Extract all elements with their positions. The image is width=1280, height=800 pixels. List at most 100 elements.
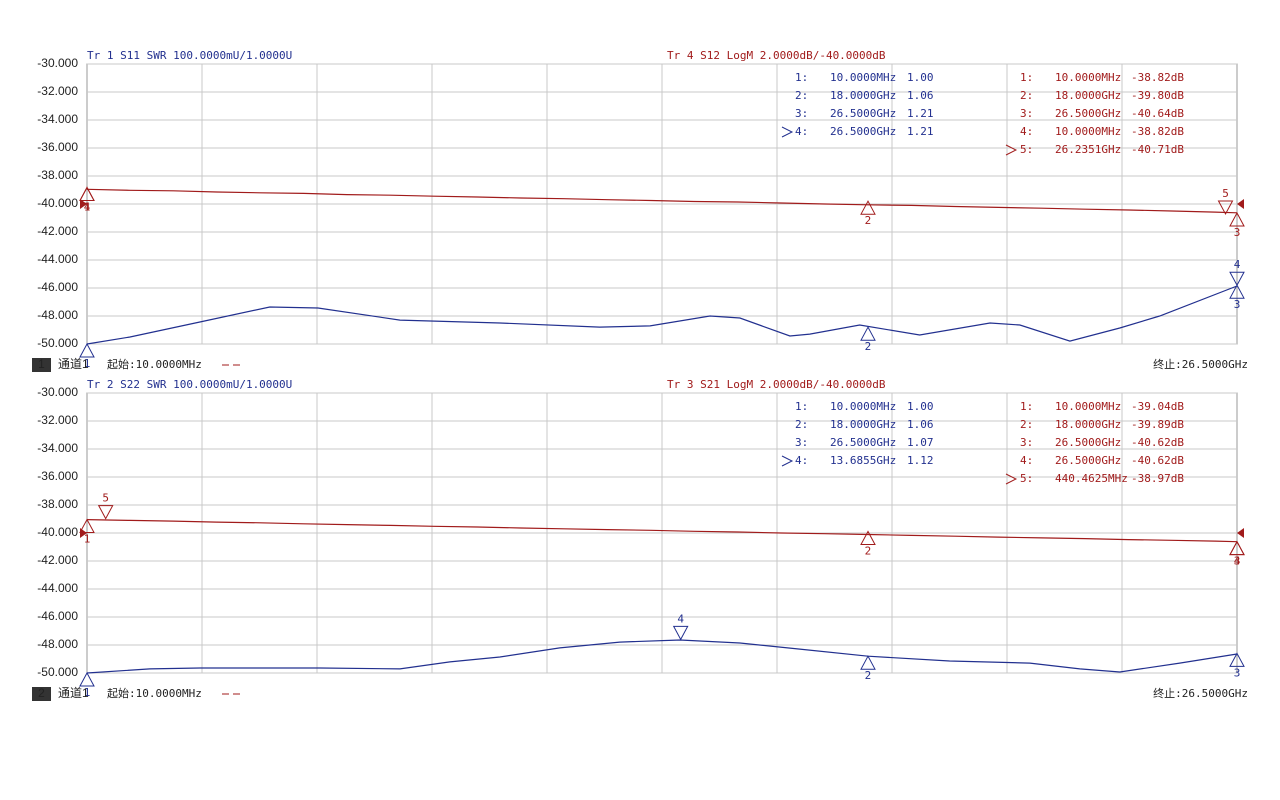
marker-response: 1.21 bbox=[907, 125, 934, 138]
y-tick-label: -48.000 bbox=[37, 637, 78, 651]
marker-label: 1 bbox=[84, 686, 91, 699]
marker-row-label: 2: bbox=[1020, 89, 1033, 102]
marker-row-label: 3: bbox=[795, 107, 808, 120]
marker-label: 3 bbox=[1234, 226, 1241, 239]
marker-triangle bbox=[97, 505, 114, 520]
trace-header: Tr 3 S21 LogM 2.0000dB/-40.0000dB bbox=[667, 378, 886, 391]
y-tick-label: -32.000 bbox=[37, 84, 78, 98]
marker-response: 1.00 bbox=[907, 71, 934, 84]
marker-response: -38.97dB bbox=[1131, 472, 1184, 485]
marker-response: -39.04dB bbox=[1131, 400, 1184, 413]
channel-label: 通道1 bbox=[58, 686, 89, 700]
marker-triangle bbox=[860, 655, 876, 670]
marker-stimulus: 26.5000GHz bbox=[830, 107, 896, 120]
marker-row-label: 2: bbox=[1020, 418, 1033, 431]
marker-response: 1.06 bbox=[907, 418, 934, 431]
active-indicator bbox=[781, 455, 794, 467]
y-tick-label: -44.000 bbox=[37, 252, 78, 266]
y-tick-label: -34.000 bbox=[37, 112, 78, 126]
marker-stimulus: 18.0000GHz bbox=[1055, 89, 1121, 102]
start-label: 起始:10.0000MHz bbox=[107, 686, 202, 700]
marker-row-label: 1: bbox=[1020, 71, 1033, 84]
marker-triangle bbox=[79, 186, 95, 201]
y-tick-label: -40.000 bbox=[37, 525, 78, 539]
marker: 2 bbox=[860, 655, 876, 682]
marker-label: 4 bbox=[1234, 555, 1241, 568]
start-label: 起始:10.0000MHz bbox=[107, 357, 202, 371]
marker: 4 bbox=[79, 186, 95, 213]
marker: 1 bbox=[79, 671, 95, 699]
y-tick-label: -36.000 bbox=[37, 469, 78, 483]
marker-label: 2 bbox=[865, 214, 872, 227]
marker-response: -39.89dB bbox=[1131, 418, 1184, 431]
marker-label: 3 bbox=[1234, 298, 1241, 311]
marker-row-label: 4: bbox=[795, 125, 808, 138]
marker-label: 1 bbox=[84, 200, 91, 213]
stop-label: 终止:26.5000GHz bbox=[1153, 357, 1248, 371]
marker-label: 5 bbox=[102, 492, 109, 505]
channel-number: 2 bbox=[38, 686, 45, 700]
marker-triangle bbox=[860, 326, 876, 341]
marker-response: 1.00 bbox=[907, 400, 934, 413]
y-tick-label: -40.000 bbox=[37, 196, 78, 210]
marker-stimulus: 18.0000GHz bbox=[1055, 418, 1121, 431]
marker-triangle bbox=[1229, 271, 1245, 287]
marker-label: 1 bbox=[84, 533, 91, 546]
reference-arrow bbox=[1237, 199, 1244, 209]
marker-row-label: 5: bbox=[1020, 143, 1033, 156]
trace-line bbox=[86, 285, 1238, 345]
marker-label: 3 bbox=[1234, 555, 1241, 568]
marker-row-label: 3: bbox=[1020, 436, 1033, 449]
marker-label: 2 bbox=[865, 669, 872, 682]
marker-triangle bbox=[79, 518, 95, 534]
trace-header: Tr 1 S11 SWR 100.0000mU/1.0000U bbox=[87, 49, 292, 62]
marker-stimulus: 26.5000GHz bbox=[1055, 436, 1121, 449]
y-tick-label: -50.000 bbox=[37, 665, 78, 679]
marker: 4 bbox=[1229, 540, 1245, 568]
marker-label: 5 bbox=[1222, 187, 1229, 200]
marker-triangle bbox=[1229, 211, 1245, 227]
stop-label: 终止:26.5000GHz bbox=[1153, 686, 1248, 700]
channel-label: 通道1 bbox=[58, 357, 89, 371]
marker-response: -38.82dB bbox=[1131, 125, 1184, 138]
y-tick-label: -30.000 bbox=[37, 385, 78, 399]
trace-line bbox=[86, 519, 1238, 543]
y-tick-label: -38.000 bbox=[37, 497, 78, 511]
marker-label: 4 bbox=[677, 612, 684, 625]
y-tick-label: -42.000 bbox=[37, 224, 78, 238]
reference-arrow bbox=[1237, 528, 1244, 538]
marker-stimulus: 10.0000MHz bbox=[1055, 400, 1121, 413]
marker-label: 4 bbox=[84, 200, 91, 213]
marker-response: 1.12 bbox=[907, 454, 934, 467]
marker-triangle bbox=[1229, 652, 1245, 667]
marker-triangle bbox=[1229, 540, 1245, 556]
y-tick-label: -36.000 bbox=[37, 140, 78, 154]
marker-triangle bbox=[79, 342, 95, 358]
marker: 2 bbox=[860, 530, 876, 557]
y-tick-label: -32.000 bbox=[37, 413, 78, 427]
marker-triangle bbox=[79, 671, 95, 687]
y-tick-label: -38.000 bbox=[37, 168, 78, 182]
marker: 3 bbox=[1229, 652, 1245, 679]
marker-label: 1 bbox=[84, 357, 91, 370]
marker: 1 bbox=[79, 342, 95, 370]
marker-label: 2 bbox=[865, 544, 872, 557]
marker: 1 bbox=[79, 518, 95, 546]
marker-response: -40.62dB bbox=[1131, 436, 1184, 449]
marker-stimulus: 10.0000MHz bbox=[830, 71, 896, 84]
marker-triangle bbox=[860, 200, 876, 215]
marker-triangle bbox=[860, 530, 876, 545]
trace-header: Tr 4 S12 LogM 2.0000dB/-40.0000dB bbox=[667, 49, 886, 62]
y-tick-label: -44.000 bbox=[37, 581, 78, 595]
marker-response: 1.21 bbox=[907, 107, 934, 120]
y-tick-label: -42.000 bbox=[37, 553, 78, 567]
marker-stimulus: 13.6855GHz bbox=[830, 454, 896, 467]
marker-stimulus: 10.0000MHz bbox=[830, 400, 896, 413]
marker: 3 bbox=[1229, 284, 1245, 311]
active-indicator bbox=[1005, 473, 1018, 485]
marker: 2 bbox=[860, 326, 876, 353]
marker-row-label: 2: bbox=[795, 89, 808, 102]
marker-row-label: 4: bbox=[1020, 125, 1033, 138]
